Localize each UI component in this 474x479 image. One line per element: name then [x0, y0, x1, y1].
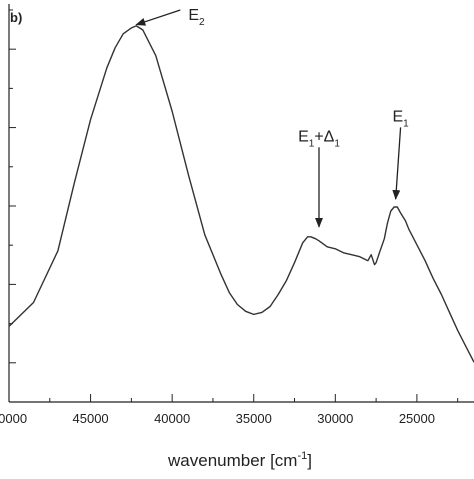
x-axis-label: wavenumber [cm-1] [167, 450, 312, 470]
panel-label: b) [10, 10, 22, 25]
axes: 50000 45000 40000 35000 30000 25000 [0, 4, 474, 426]
x-tick-label: 35000 [236, 411, 272, 426]
x-axis-label-main: wavenumber [cm [167, 451, 297, 470]
series-layer [8, 25, 474, 363]
x-axis-label-end: ] [307, 451, 312, 470]
x-tick-label: 30000 [317, 411, 353, 426]
annotations: E2 E1+Δ1 E1 [135, 7, 409, 228]
x-tick-label: 50000 [0, 411, 27, 426]
annotation-label-2: E1 [392, 108, 409, 129]
x-tick-label: 45000 [73, 411, 109, 426]
annotation-arrow-0 [135, 9, 181, 26]
x-tick-label: 40000 [154, 411, 190, 426]
annotation-label-0: E2 [188, 7, 205, 28]
spectrum-line-0 [8, 25, 474, 363]
annotation-arrow-2 [392, 127, 402, 201]
x-axis-label-sup: -1 [297, 450, 307, 462]
annotation-label-1: E1+Δ1 [298, 128, 340, 149]
x-tick-label: 25000 [399, 411, 435, 426]
